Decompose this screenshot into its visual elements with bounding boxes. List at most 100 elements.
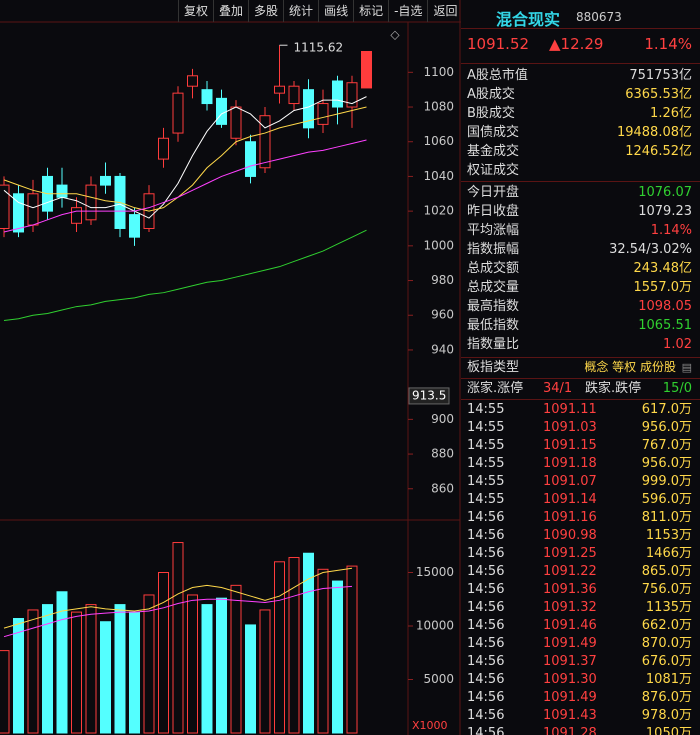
value: 概念 等权 成份股 <box>584 360 676 374</box>
toolbar-button[interactable]: 返回 <box>427 0 462 22</box>
toolbar-button[interactable]: 叠加 <box>213 0 248 22</box>
trade-volume: 676.0万 <box>641 654 692 669</box>
breadth-row: 涨家.涨停 34/1 跌家.跌停 15/0 <box>467 379 692 398</box>
icon[interactable]: ▤ <box>681 361 692 374</box>
trade-time: 14:56 <box>467 672 505 687</box>
trade-volume: 767.0万 <box>641 438 692 453</box>
trade-volume: 662.0万 <box>641 618 692 633</box>
candle-body <box>230 106 242 139</box>
value: 243.48亿 <box>633 261 693 276</box>
trade-price: 1091.07 <box>543 474 597 489</box>
volume-bar <box>346 565 358 734</box>
candle-body <box>274 85 285 94</box>
value: 15/0 <box>662 381 692 396</box>
cursor-value: 913.5 <box>412 388 446 402</box>
stat-row: A股成交 6365.53亿 <box>467 85 692 104</box>
candle-body <box>201 89 213 105</box>
trade-volume: 1466万 <box>645 546 692 561</box>
unit-label: X1000 <box>412 719 448 732</box>
candle-body <box>288 85 300 105</box>
trade-volume: 811.0万 <box>641 510 692 525</box>
value: 1557.0万 <box>633 280 693 295</box>
stat-row: 昨日收盘 1079.23 <box>467 202 692 221</box>
volume-bar <box>332 580 343 734</box>
change: ▲12.29 <box>549 35 604 53</box>
volume-bar <box>129 611 140 734</box>
trade-time: 14:55 <box>467 456 505 471</box>
trade-price: 1091.36 <box>543 582 597 597</box>
candle-body <box>332 80 343 108</box>
value: 6365.53亿 <box>625 87 692 102</box>
y-tick-label: 1020 <box>423 204 454 218</box>
trade-volume: 1081万 <box>645 672 692 687</box>
trade-row: 14:55 1091.15 767.0万 <box>467 437 692 455</box>
candle-body <box>259 115 271 169</box>
divider <box>461 378 700 379</box>
trade-row: 14:56 1091.25 1466万 <box>467 545 692 563</box>
toolbar-button[interactable]: 复权 <box>178 0 213 22</box>
trade-volume: 756.0万 <box>641 582 692 597</box>
trade-row: 14:56 1091.49 870.0万 <box>467 635 692 653</box>
trade-row: 14:56 1091.30 1081万 <box>467 671 692 689</box>
trade-volume: 999.0万 <box>641 474 692 489</box>
candle-body <box>172 92 184 134</box>
trade-price: 1091.15 <box>543 438 597 453</box>
trade-row: 14:55 1091.03 956.0万 <box>467 419 692 437</box>
ma-line <box>3 229 367 321</box>
volume-ma-line <box>3 567 353 629</box>
ma-line <box>3 139 367 233</box>
trade-time: 14:56 <box>467 528 505 543</box>
candle-body <box>158 137 169 160</box>
icon[interactable]: ◇ <box>390 28 400 42</box>
trade-row: 14:56 1091.37 676.0万 <box>467 653 692 671</box>
volume-ma-line <box>3 585 353 638</box>
candle-body <box>216 97 227 125</box>
trade-volume: 978.0万 <box>641 708 692 723</box>
ma-line <box>3 96 367 219</box>
price: 1091.52 <box>467 35 530 53</box>
trade-row: 14:56 1091.36 756.0万 <box>467 581 692 599</box>
y-tick-label: 1000 <box>423 238 454 252</box>
candle-body <box>303 89 314 129</box>
label: 最高指数 <box>467 299 520 314</box>
volume-bar <box>274 561 285 734</box>
volume-bar <box>27 609 39 734</box>
volume-bar <box>245 624 256 734</box>
value: 1065.51 <box>638 318 692 333</box>
candle-body <box>129 214 140 238</box>
trade-volume: 876.0万 <box>641 690 692 705</box>
stat-row: 最低指数 1065.51 <box>467 316 692 335</box>
candle-body <box>85 184 97 221</box>
trade-volume: 596.0万 <box>641 492 692 507</box>
stat-row: 权证成交 <box>467 161 692 180</box>
stock-name: 混合现实 <box>496 10 561 29</box>
trade-price: 1091.49 <box>543 690 597 705</box>
toolbar-button[interactable]: 多股 <box>248 0 283 22</box>
y-tick-label: 15000 <box>416 565 454 579</box>
toolbar-button[interactable]: -自选 <box>388 0 427 22</box>
stat-row: 平均涨幅 1.14% <box>467 221 692 240</box>
trade-volume: 956.0万 <box>641 456 692 471</box>
trade-price: 1091.18 <box>543 456 597 471</box>
stock-code: 880673 <box>576 10 622 24</box>
label: 昨日收盘 <box>467 204 520 219</box>
stat-row: B股成交 1.26亿 <box>467 104 692 123</box>
stat-row: 指数振幅 32.54/3.02% <box>467 240 692 259</box>
toolbar-button[interactable]: 统计 <box>283 0 318 22</box>
label: 涨家.涨停 <box>467 381 524 396</box>
divider <box>461 181 700 182</box>
trade-volume: 956.0万 <box>641 420 692 435</box>
stat-row: 总成交额 243.48亿 <box>467 259 692 278</box>
divider <box>461 63 700 64</box>
trade-row: 14:55 1091.07 999.0万 <box>467 473 692 491</box>
volume-bar <box>13 618 24 734</box>
toolbar-button[interactable]: 画线 <box>318 0 353 22</box>
toolbar-button[interactable]: 标记 <box>353 0 388 22</box>
trade-price: 1091.25 <box>543 546 597 561</box>
label: 最低指数 <box>467 318 520 333</box>
trade-price: 1091.14 <box>543 492 597 507</box>
value: 1098.05 <box>638 299 692 314</box>
label: 权证成交 <box>467 163 520 178</box>
trade-row: 14:56 1091.28 1050万 <box>467 725 692 735</box>
y-tick-label: 980 <box>431 273 454 287</box>
